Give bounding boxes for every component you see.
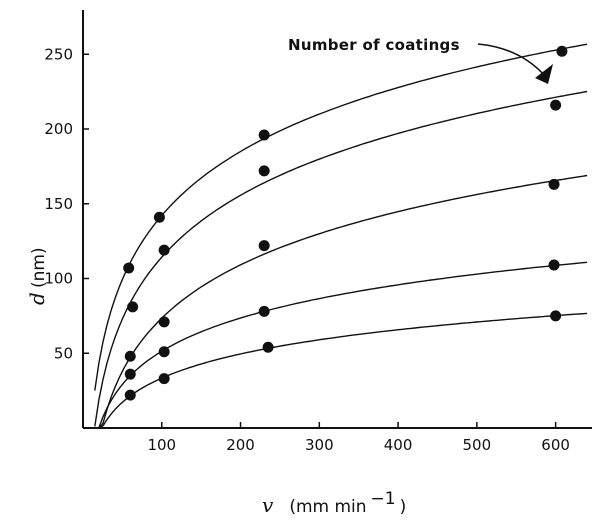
series-5-point: [258, 129, 270, 141]
series-4-point: [158, 244, 170, 256]
series-2-point: [158, 346, 170, 358]
series-1-line: [94, 312, 588, 429]
x-axis-title-exponent: −1: [371, 489, 396, 509]
y-axis-title-unit: (nm): [29, 247, 49, 288]
series-1-point: [124, 389, 136, 401]
annotation-arrowhead: [535, 64, 553, 84]
y-axis-title-symbol: d: [25, 292, 49, 305]
series-2-point: [258, 305, 270, 317]
x-axis-title-unit: (mm min: [289, 497, 366, 517]
series-3-point: [548, 178, 560, 190]
series-4-point: [127, 301, 139, 313]
series-1-point: [262, 341, 274, 353]
series-3-point: [124, 350, 136, 362]
series-2-point: [124, 368, 136, 380]
series-3-point: [258, 240, 270, 252]
annotation-text: Number of coatings: [288, 36, 460, 54]
series-3-line: [94, 174, 588, 429]
x-tick-label: 100: [147, 436, 176, 454]
x-axis-title: v (mm min −1 ): [262, 489, 406, 517]
series-5-point: [153, 211, 165, 223]
x-tick-label: 400: [384, 436, 413, 454]
series-2-line: [94, 261, 588, 429]
x-axis-title-close: ): [400, 497, 407, 517]
series-4-point: [258, 165, 270, 177]
series-5-point: [556, 45, 568, 57]
series-2-point: [548, 259, 560, 271]
x-tick-label: 200: [226, 436, 255, 454]
x-axis-title-symbol: v: [262, 493, 274, 517]
annotation-arrow: [477, 43, 546, 77]
y-tick-label: 100: [44, 270, 73, 288]
series-3-point: [158, 316, 170, 328]
x-tick-label: 500: [463, 436, 492, 454]
y-tick-label: 50: [54, 344, 73, 362]
x-tick-label: 600: [541, 436, 570, 454]
series-5-point: [123, 262, 135, 274]
y-tick-label: 250: [44, 45, 73, 63]
y-tick-label: 200: [44, 120, 73, 138]
y-tick-label: 150: [44, 195, 73, 213]
series-5-line: [94, 43, 588, 391]
x-tick-label: 300: [305, 436, 334, 454]
series-1-point: [550, 310, 562, 322]
series-4-point: [550, 99, 562, 111]
series-4-line: [94, 90, 588, 427]
series-1-point: [158, 373, 170, 385]
